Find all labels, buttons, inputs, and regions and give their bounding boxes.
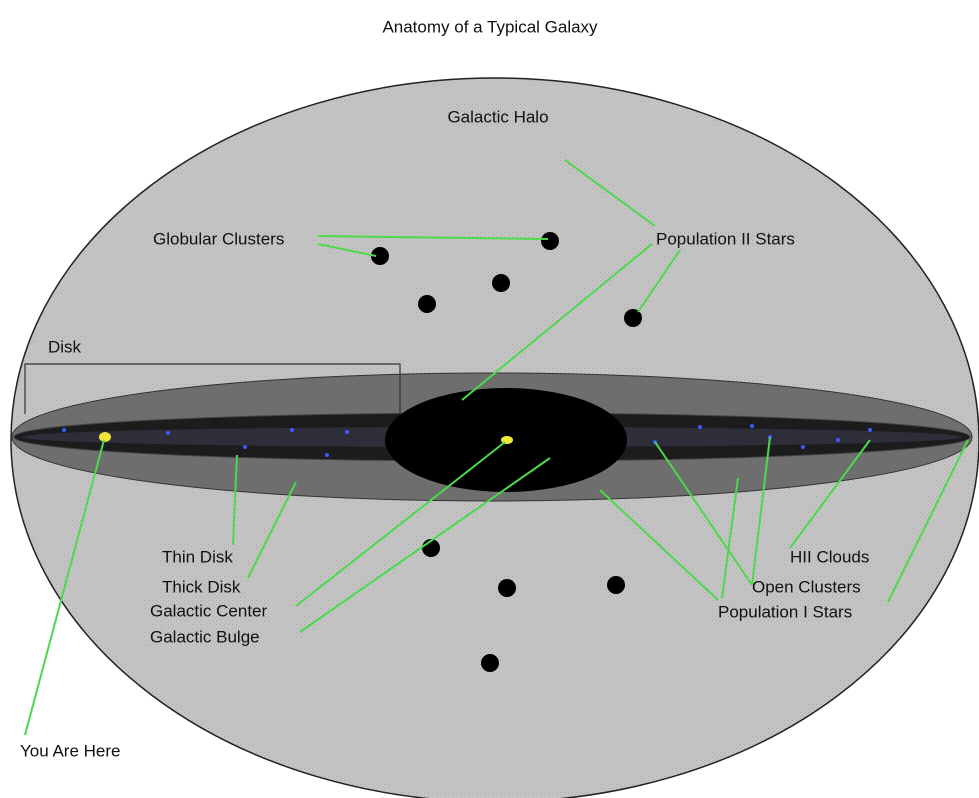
- label: Globular Clusters: [153, 229, 284, 248]
- label: You Are Here: [20, 741, 121, 760]
- label: Disk: [48, 337, 82, 356]
- sun: [99, 432, 111, 442]
- label: Thin Disk: [162, 547, 233, 566]
- pointer-lines: [24, 159, 969, 736]
- label: Thick Disk: [162, 577, 241, 596]
- label: Galactic Bulge: [150, 627, 260, 646]
- label: Galactic Halo: [447, 107, 548, 126]
- label: Population II Stars: [656, 229, 795, 248]
- label: HII Clouds: [790, 547, 869, 566]
- label: Population I Stars: [718, 602, 852, 621]
- label: Galactic Center: [150, 601, 267, 620]
- globular-clusters: [371, 232, 642, 672]
- label: Open Clusters: [752, 577, 861, 596]
- title: Anatomy of a Typical Galaxy: [382, 17, 598, 36]
- disk-box: [24, 363, 401, 414]
